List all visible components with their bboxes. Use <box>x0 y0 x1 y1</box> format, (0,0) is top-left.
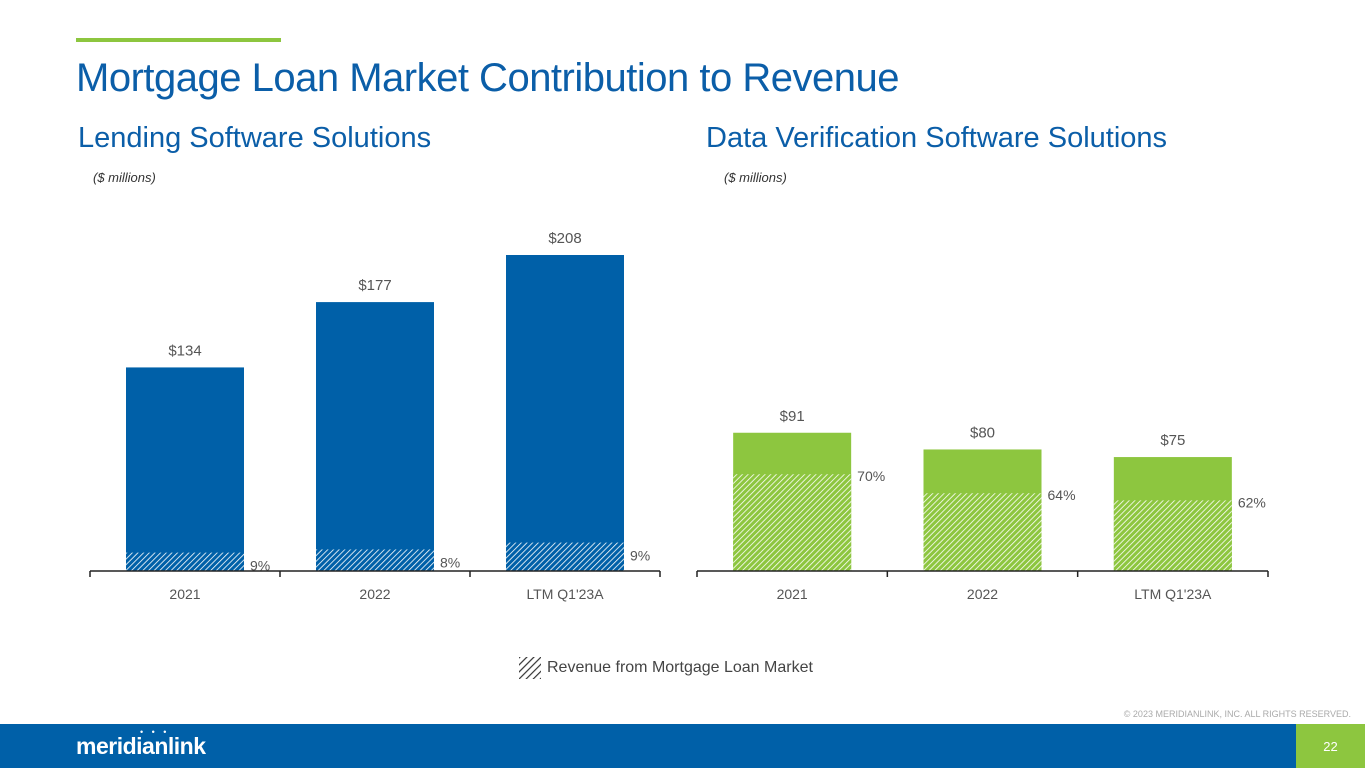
verification-units-label: ($ millions) <box>724 170 787 185</box>
verification-share-label: 64% <box>1048 487 1076 503</box>
verification-value-label: $91 <box>780 408 805 425</box>
verification-value-label: $80 <box>970 424 995 441</box>
chart-legend: Revenue from Mortgage Loan Market <box>519 656 813 680</box>
meridianlink-logo: meridianlink <box>76 733 206 759</box>
lending-tick-label: 2021 <box>169 586 200 602</box>
verification-share-label: 62% <box>1238 494 1266 510</box>
lending-bar <box>316 302 434 571</box>
title-accent-line <box>76 38 281 42</box>
lending-bar <box>126 367 244 571</box>
hatch-swatch-icon <box>519 657 541 679</box>
verification-mortgage-segment <box>923 493 1042 571</box>
verification-tick-label: LTM Q1'23A <box>1134 586 1212 602</box>
lending-chart-title: Lending Software Solutions <box>78 122 432 154</box>
copyright-notice: © 2023 MERIDIANLINK, INC. ALL RIGHTS RES… <box>1123 709 1351 719</box>
verification-mortgage-segment <box>1113 500 1232 571</box>
verification-tick-label: 2021 <box>777 586 808 602</box>
lending-value-label: $208 <box>548 230 581 247</box>
lending-share-label: 9% <box>630 548 650 564</box>
lending-mortgage-segment <box>126 552 244 571</box>
lending-share-label: 8% <box>440 554 460 570</box>
lending-bar <box>506 255 624 571</box>
page-number: 22 <box>1296 724 1365 768</box>
lending-units-label: ($ millions) <box>93 170 156 185</box>
lending-share-label: 9% <box>250 558 270 574</box>
logo-dots-icon: • • • <box>140 727 170 737</box>
lending-value-label: $134 <box>168 342 201 359</box>
legend-label: Revenue from Mortgage Loan Market <box>547 659 813 676</box>
lending-mortgage-segment <box>316 549 434 571</box>
lending-tick-label: LTM Q1'23A <box>526 586 604 602</box>
verification-mortgage-segment <box>733 474 852 571</box>
verification-share-label: 70% <box>857 468 885 484</box>
lending-tick-label: 2022 <box>359 586 390 602</box>
footer-bar <box>0 724 1365 768</box>
verification-chart-title: Data Verification Software Solutions <box>706 122 1168 154</box>
verification-value-label: $75 <box>1160 432 1185 449</box>
lending-value-label: $177 <box>358 277 391 294</box>
page-title: Mortgage Loan Market Contribution to Rev… <box>76 56 899 100</box>
lending-bar-chart: $134 9% 2021 $177 8% 2022 $208 9% LTM Q1'23A <box>89 230 661 602</box>
lending-mortgage-segment <box>506 542 624 571</box>
verification-bar-chart: $91 70% 2021 $80 64% 2022 $75 62% LTM Q1'23A <box>696 408 1269 602</box>
verification-tick-label: 2022 <box>967 586 998 602</box>
